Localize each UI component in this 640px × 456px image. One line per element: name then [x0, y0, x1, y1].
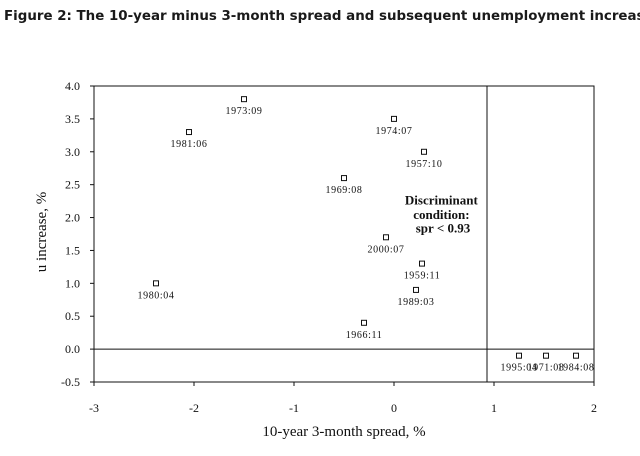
data-point-marker	[153, 280, 159, 287]
data-point-label: 1966:11	[346, 330, 383, 341]
x-tick-label: 2	[591, 401, 597, 415]
y-tick-label: 0.0	[65, 342, 80, 356]
data-point-label: 1989:03	[398, 297, 435, 308]
discriminant-annotation: Discriminant condition: spr < 0.93	[405, 192, 481, 235]
x-tick-label: 0	[391, 401, 397, 415]
figure-title: Figure 2: The 10-year minus 3-month spre…	[4, 9, 640, 24]
data-point-marker	[573, 352, 579, 359]
x-tick-label: -3	[89, 401, 99, 415]
data-point-marker	[419, 260, 425, 267]
data-point-label: 2000:07	[368, 244, 405, 255]
data-point-marker	[341, 175, 347, 182]
data-point-label: 1959:11	[404, 271, 441, 282]
y-tick-label: 2.0	[65, 211, 80, 225]
data-point-marker	[516, 352, 522, 359]
plot-area-frame	[93, 85, 595, 383]
y-tick-label: 1.0	[65, 276, 80, 290]
data-point-marker	[186, 129, 192, 136]
data-point-label: 1969:08	[326, 185, 363, 196]
annotation-line-1: Discriminant	[405, 192, 479, 207]
data-point-label: 1974:07	[376, 126, 413, 137]
data-point-marker	[383, 234, 389, 241]
y-tick-label: 2.5	[65, 178, 80, 192]
x-tick-label: -2	[189, 401, 199, 415]
y-tick-label: 4.0	[65, 79, 80, 93]
data-point-label: 1981:06	[171, 139, 208, 150]
y-tick-label: 3.0	[65, 145, 80, 159]
data-point-label: 1984:08	[558, 363, 595, 374]
x-tick-label: -1	[289, 401, 299, 415]
data-point-label: 1971:08	[528, 363, 565, 374]
x-tick-label: 1	[491, 401, 497, 415]
y-tick-label: 1.5	[65, 243, 80, 257]
data-point-marker	[391, 115, 397, 122]
data-point-label: 1980:04	[138, 290, 175, 301]
data-point-label: 1973:09	[226, 106, 263, 117]
annotation-line-3: spr < 0.93	[416, 221, 471, 236]
x-axis-title: 10-year 3-month spread, %	[262, 424, 425, 440]
y-axis-title: u increase, %	[34, 192, 50, 272]
y-tick-label: 0.5	[65, 309, 80, 323]
y-tick-label: -0.5	[61, 375, 80, 389]
data-point-marker	[361, 319, 367, 326]
data-point-label: 1957:10	[406, 159, 443, 170]
y-tick-label: 3.5	[65, 112, 80, 126]
data-point-marker	[543, 352, 549, 359]
data-point-marker	[413, 286, 419, 293]
data-point-label: 1995:04	[501, 363, 538, 374]
data-point-marker	[241, 96, 247, 103]
data-point-marker	[421, 148, 427, 155]
annotation-line-2: condition:	[413, 207, 469, 222]
